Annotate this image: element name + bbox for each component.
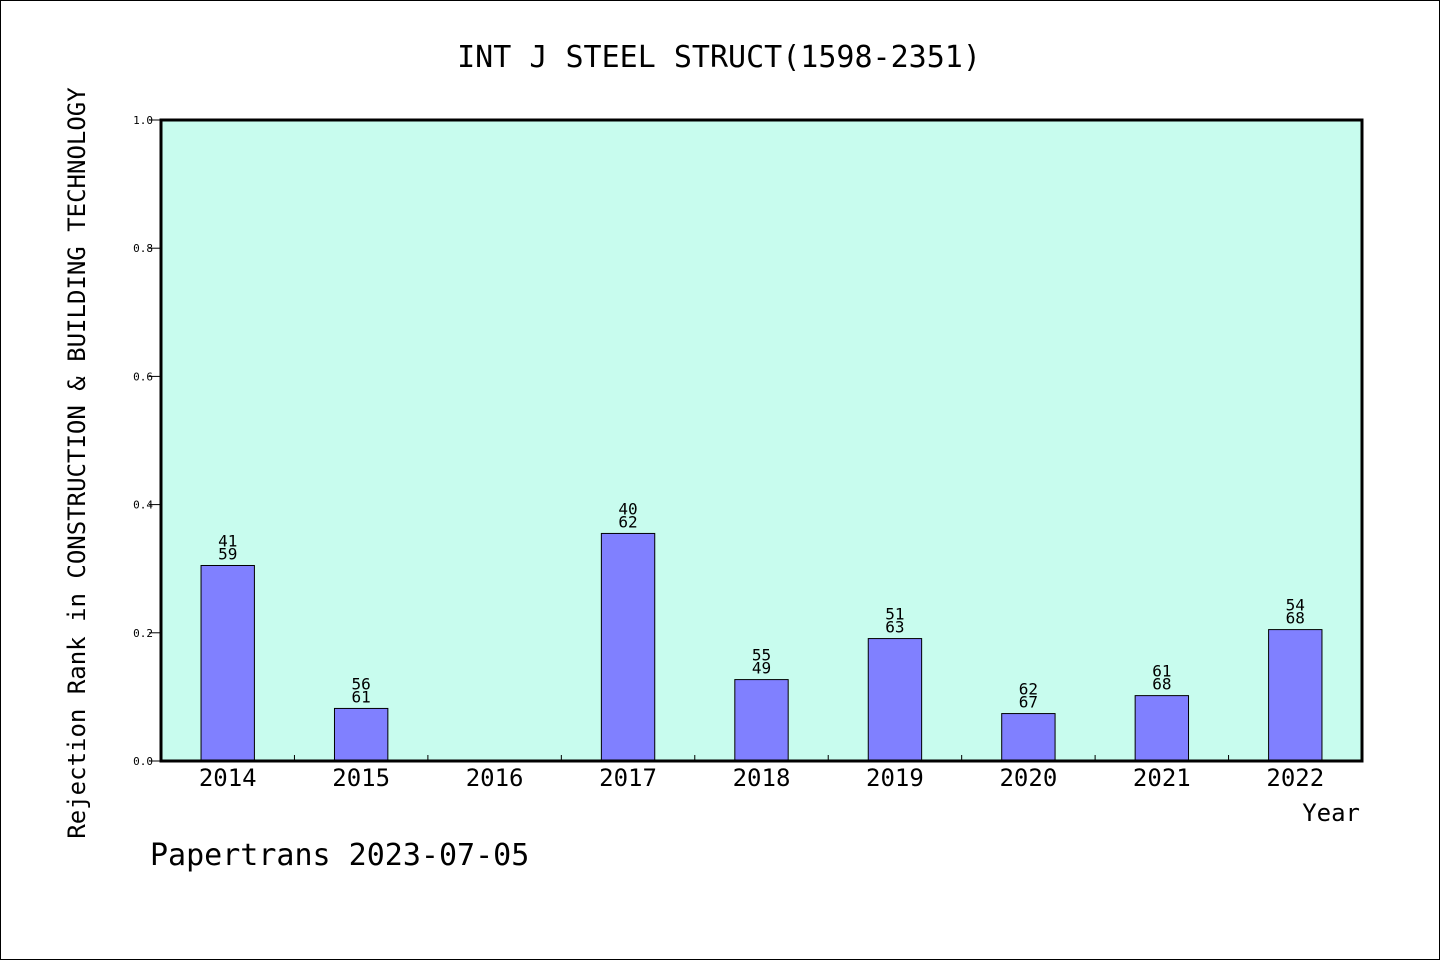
y-axis: 0.0 0.2 0.4 0.6 0.8 1.0 (133, 114, 161, 768)
footer-text: Papertrans 2023-07-05 (150, 838, 529, 873)
bar-2022 (1268, 629, 1323, 762)
y-tick-label: 0.0 (133, 755, 153, 768)
bar-2014 (200, 564, 255, 762)
plot-border (159, 118, 1364, 763)
y-tick-label: 0.2 (133, 627, 153, 640)
x-tick-label: 2019 (866, 764, 924, 792)
bar-2015 (333, 707, 389, 762)
bar-label-bottom: 49 (752, 659, 771, 678)
bar-2020 (1001, 713, 1056, 762)
y-tick-label: 0.4 (133, 499, 153, 512)
x-tick-label: 2021 (1133, 764, 1191, 792)
y-axis-label: Rejection Rank in CONSTRUCTION & BUILDIN… (63, 87, 91, 839)
bar-label-bottom: 67 (1019, 693, 1038, 712)
bar-label-top: 41 (218, 531, 237, 550)
x-axis-label: Year (1302, 799, 1360, 827)
bar-label-bottom: 59 (218, 544, 237, 563)
bar-label-bottom: 62 (618, 512, 637, 531)
bar-label-top: 40 (618, 499, 637, 518)
x-tick-label: 2014 (199, 764, 257, 792)
bars (200, 532, 1323, 762)
y-tick-label: 1.0 (133, 114, 153, 127)
bar-2017 (600, 532, 656, 762)
bar-label-top: 56 (352, 674, 371, 693)
bar-label-bottom: 68 (1286, 609, 1305, 628)
x-axis: 2014 2015 2016 2017 2018 2019 2020 2021 2022 (199, 755, 1324, 792)
x-tick-label: 2017 (599, 764, 657, 792)
bar-label-top: 62 (1019, 680, 1038, 699)
bar-label-top: 61 (1152, 662, 1171, 681)
bar-label-bottom: 68 (1152, 675, 1171, 694)
plot-area (161, 120, 1362, 761)
bar-label-bottom: 63 (885, 618, 904, 637)
x-tick-label: 2016 (466, 764, 524, 792)
bar-2018 (734, 679, 789, 762)
y-tick-label: 0.6 (133, 370, 153, 383)
bar-label-top: 55 (752, 646, 771, 665)
bar-2019 (867, 638, 923, 762)
bar-2021 (1134, 695, 1190, 762)
bar-label-bottom: 61 (352, 687, 371, 706)
bar-label-top: 54 (1286, 596, 1305, 615)
bar-label-top: 51 (885, 605, 904, 624)
x-tick-label: 2018 (733, 764, 791, 792)
x-tick-label: 2020 (999, 764, 1057, 792)
x-tick-label: 2015 (332, 764, 390, 792)
y-tick-label: 0.8 (133, 242, 153, 255)
chart-title: INT J STEEL STRUCT(1598-2351) (457, 40, 981, 75)
x-tick-label: 2022 (1266, 764, 1324, 792)
